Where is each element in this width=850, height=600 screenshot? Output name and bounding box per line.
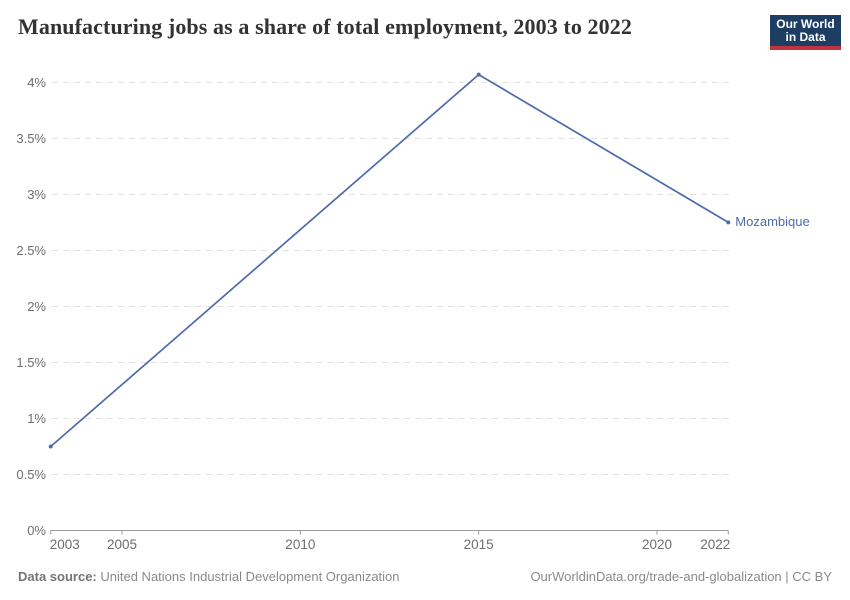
owid-logo: Our World in Data <box>770 15 841 50</box>
gridlines <box>52 81 730 475</box>
chart-footer: Data source: United Nations Industrial D… <box>18 569 832 584</box>
x-tick-label: 2020 <box>641 537 672 552</box>
owid-logo-line2: in Data <box>785 29 826 44</box>
x-tick-label: 2005 <box>106 537 138 552</box>
y-tick-label: 3% <box>27 186 46 202</box>
y-tick-label: 0% <box>27 523 46 538</box>
y-tick-label: 1.5% <box>16 354 46 370</box>
y-tick-label: 2% <box>27 298 46 314</box>
x-axis <box>50 530 729 535</box>
y-tick-label: 3.5% <box>16 130 46 146</box>
data-source-text: United Nations Industrial Development Or… <box>96 569 400 584</box>
owid-logo-line1: Our World <box>776 16 835 31</box>
y-tick-label: 4% <box>27 74 46 90</box>
y-tick-label: 2.5% <box>16 242 46 258</box>
y-tick-label: 1% <box>27 410 46 426</box>
series-line-mozambique[interactable] <box>48 72 731 449</box>
data-source-note: Data source: United Nations Industrial D… <box>18 569 400 584</box>
series-entity-label: Mozambique <box>735 214 810 230</box>
x-tick-label: 2015 <box>463 537 494 552</box>
x-tick-label: 2022 <box>700 537 731 552</box>
chart-title: Manufacturing jobs as a share of total e… <box>18 14 632 39</box>
data-source-label: Data source: <box>18 569 97 584</box>
x-tick-label: 2010 <box>285 537 316 552</box>
y-tick-label: 0.5% <box>16 466 46 482</box>
attribution-text: OurWorldinData.org/trade-and-globalizati… <box>530 569 832 584</box>
x-tick-label: 2003 <box>49 537 80 552</box>
